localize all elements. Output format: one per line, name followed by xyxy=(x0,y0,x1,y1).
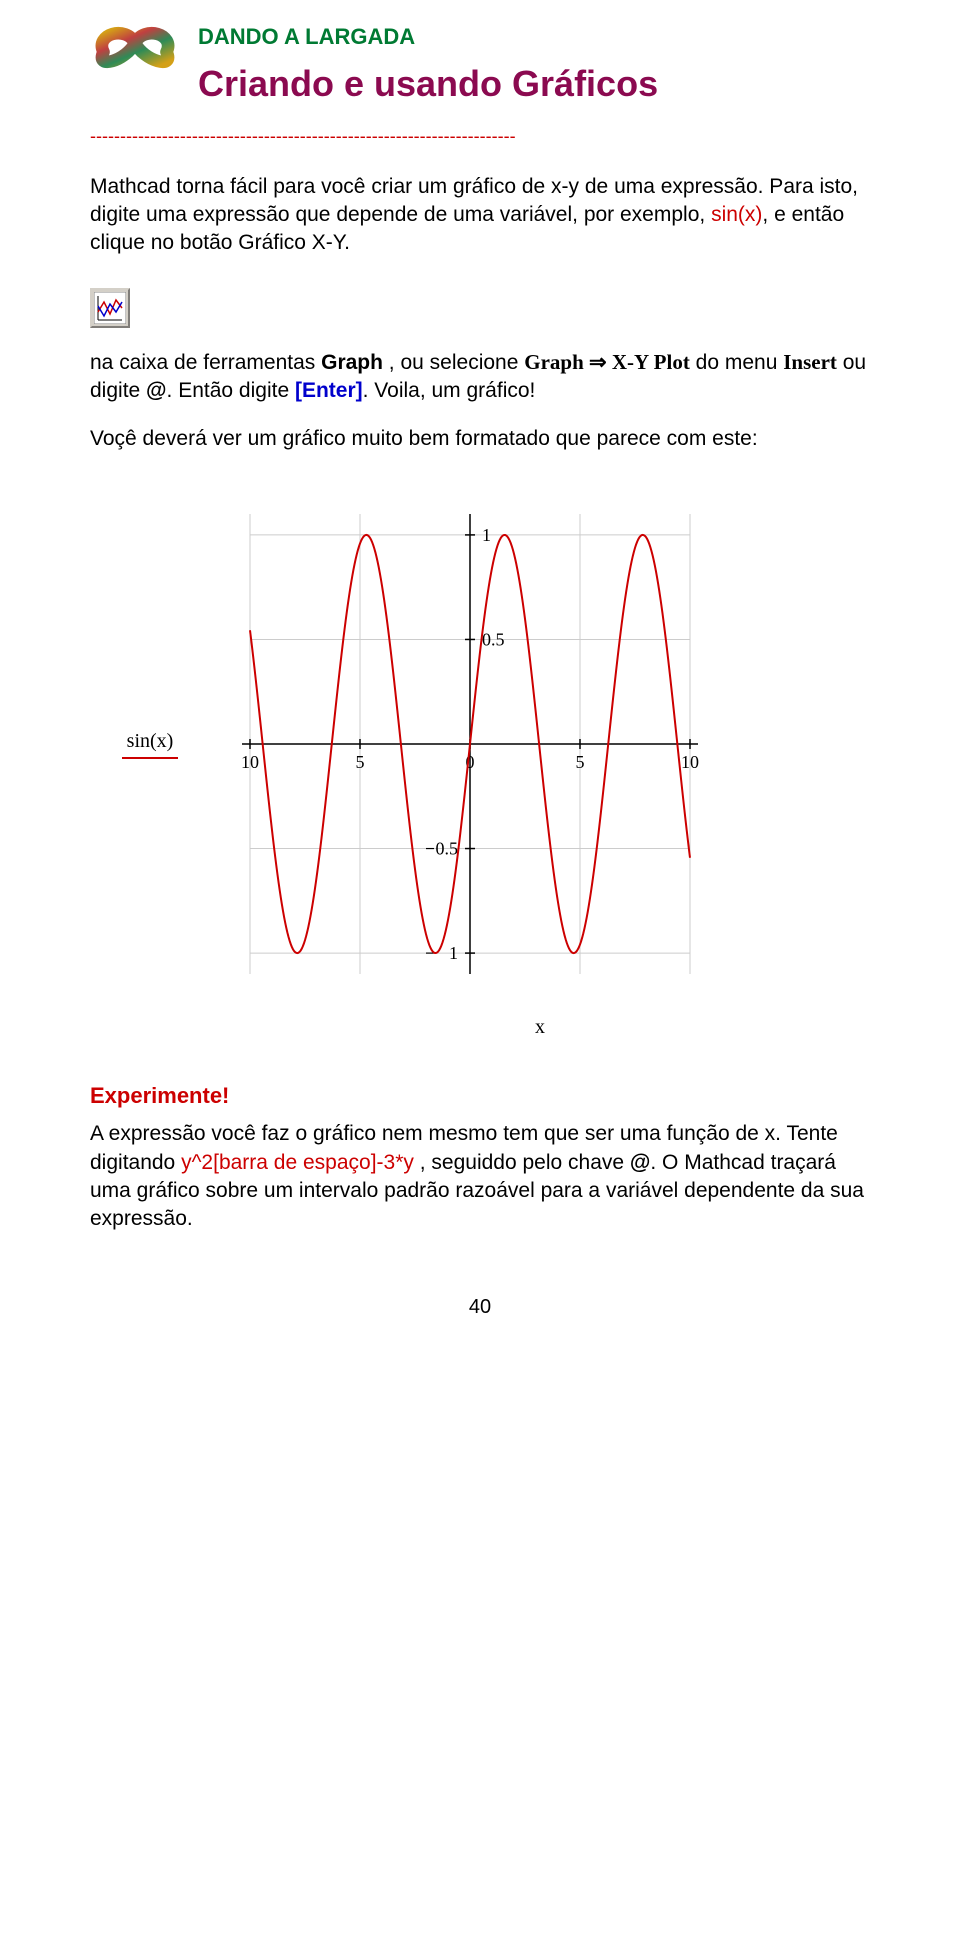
graph-word-2: Graph xyxy=(524,350,584,374)
enter-key: [Enter] xyxy=(295,379,363,402)
instructions-paragraph: na caixa de ferramentas Graph , ou selec… xyxy=(90,348,870,406)
graph-xy-button-icon xyxy=(90,288,130,328)
at-symbol-1: @ xyxy=(146,379,166,402)
page-title: Criando e usando Gráficos xyxy=(198,60,658,109)
sinx-text: sin(x) xyxy=(711,203,762,226)
instr-t3: do menu xyxy=(690,351,783,374)
svg-text:5: 5 xyxy=(576,752,585,772)
xy-plot-word: X-Y Plot xyxy=(612,350,690,374)
svg-text:10: 10 xyxy=(241,752,259,772)
chart-legend-line xyxy=(122,757,178,759)
page-number: 40 xyxy=(90,1294,870,1321)
insert-word: Insert xyxy=(783,350,837,374)
instr-t2: , ou selecione xyxy=(383,351,524,374)
chart-intro-text: Voçê deverá ver um gráfico muito bem for… xyxy=(90,425,870,453)
exp-t2: , seguiddo pelo chave xyxy=(414,1151,630,1174)
svg-text:5: 5 xyxy=(356,752,365,772)
svg-text:10: 10 xyxy=(681,752,699,772)
experiment-paragraph: A expressão você faz o gráfico nem mesmo… xyxy=(90,1120,870,1233)
instr-t1: na caixa de ferramentas xyxy=(90,351,321,374)
section-label: DANDO A LARGADA xyxy=(198,22,658,52)
svg-text:1: 1 xyxy=(482,525,491,545)
chart-x-label-text: x xyxy=(535,1016,545,1038)
chart-canvas: 105051010.50.51 xyxy=(210,484,730,1004)
exp-expr: y^2[barra de espaço]-3*y xyxy=(181,1151,414,1174)
sine-chart: sin(x) 105051010.50.51 xyxy=(90,484,870,1004)
chart-function-label: sin(x) xyxy=(90,728,210,755)
experiment-heading: Experimente! xyxy=(90,1081,870,1111)
arrow-symbol: ⇒ xyxy=(584,350,612,374)
chart-x-label: x xyxy=(210,1014,870,1041)
separator-line: ----------------------------------------… xyxy=(90,124,870,148)
instr-t6: . Voila, um gráfico! xyxy=(363,379,536,402)
at-symbol-2: @ xyxy=(630,1151,650,1174)
graph-word-1: Graph xyxy=(321,351,383,374)
chart-y-label: sin(x) xyxy=(90,728,210,759)
svg-text:0.5: 0.5 xyxy=(436,838,459,858)
svg-text:1: 1 xyxy=(449,943,458,963)
mobius-logo-icon xyxy=(90,20,180,84)
intro-paragraph: Mathcad torna fácil para você criar um g… xyxy=(90,173,870,258)
svg-text:0.5: 0.5 xyxy=(482,629,505,649)
instr-t5: . Então digite xyxy=(167,379,295,402)
